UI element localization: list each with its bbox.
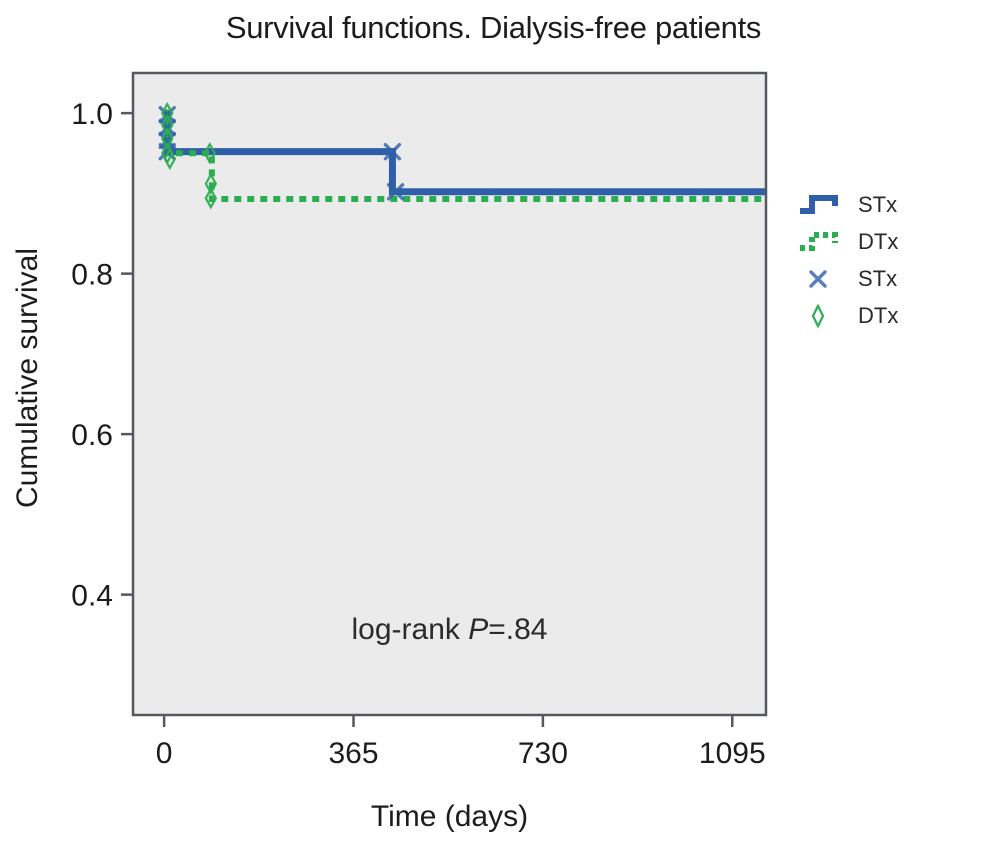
x-axis-label: Time (days) [370, 800, 529, 833]
legend-label: STx [858, 191, 898, 217]
diamond-censor-mark-icon [160, 127, 174, 151]
y-tick-label: 0.6 [71, 419, 113, 452]
x-tick-label: 1095 [699, 737, 766, 770]
log-rank-annotation: log-rank P=.84 [133, 613, 766, 647]
x-censor-mark-icon [158, 142, 176, 161]
x-tick-label: 730 [518, 737, 568, 770]
legend-item-stx-censor: STx [797, 260, 898, 297]
annotation-prefix: log-rank [351, 613, 469, 646]
y-tick-label: 0.4 [71, 580, 113, 613]
legend-label: DTx [858, 228, 899, 254]
annotation-value: =.84 [488, 613, 548, 646]
dtx-step-line-glyph [800, 231, 838, 251]
legend: STx DTx STx DTx [797, 186, 898, 334]
diamond-censor-mark-icon [163, 147, 177, 171]
diamond-censor-mark-icon [204, 186, 218, 210]
diamond-censor-mark-icon [160, 113, 174, 137]
diamond-censor-mark-icon [160, 101, 174, 125]
legend-item-stx-line: STx [797, 186, 898, 223]
x-censor-mark-icon [386, 183, 405, 201]
y-axis-label: Cumulative survival [11, 247, 44, 509]
legend-item-dtx-censor: DTx [797, 297, 898, 334]
stx-step-line-glyph [800, 194, 838, 214]
x-censor-mark-icon [383, 142, 402, 161]
y-tick-label: 0.8 [71, 259, 113, 292]
diamond-censor-mark-icon [811, 303, 825, 328]
chart-title: Survival functions. Dialysis-free patien… [225, 10, 762, 45]
legend-label: STx [858, 265, 898, 291]
plot-area [131, 71, 768, 717]
y-tick-label: 1.0 [71, 98, 113, 131]
dtx-censor-marks [160, 101, 218, 210]
diamond-censor-mark-icon [203, 141, 217, 165]
legend-item-dtx-line: DTx [797, 223, 898, 260]
x-censor-mark-icon [809, 269, 827, 288]
diamond-censor-mark-icon [204, 172, 218, 196]
legend-label: DTx [858, 302, 899, 328]
annotation-p-symbol: P [468, 613, 489, 646]
x-tick-label: 0 [156, 737, 173, 770]
x-tick-label: 365 [328, 737, 378, 770]
